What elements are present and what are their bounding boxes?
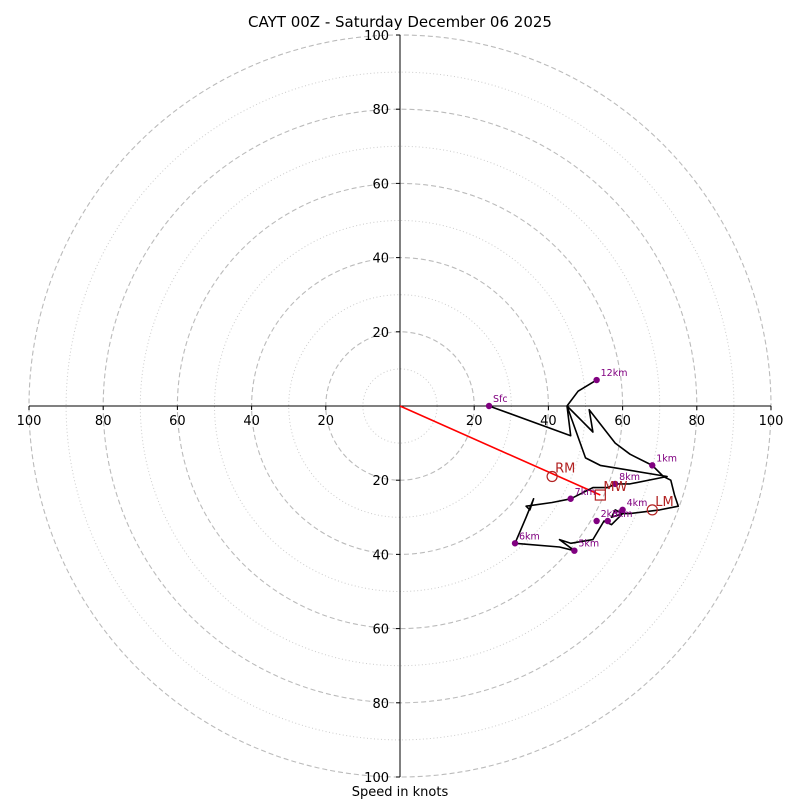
storm-motion-lm — [646, 504, 658, 516]
height-marker-label: 4km — [627, 498, 648, 509]
height-marker-label: 1km — [656, 453, 677, 464]
y-tick-label: 80 — [372, 697, 389, 712]
chart-title: CAYT 00Z - Saturday December 06 2025 — [248, 13, 552, 31]
y-tick-label: 80 — [372, 103, 389, 118]
storm-motion-mw — [594, 489, 606, 501]
y-tick-label: 100 — [364, 771, 389, 786]
storm-motion-label: MW — [603, 480, 627, 495]
height-marker-7km — [567, 495, 574, 502]
x-tick-label: 100 — [17, 414, 42, 429]
x-tick-label: 60 — [614, 414, 631, 429]
storm-motions: RM LM MW — [546, 461, 674, 516]
x-tick-label: 60 — [169, 414, 186, 429]
height-marker-8km — [611, 480, 619, 488]
y-tick-label: 20 — [372, 326, 389, 341]
x-tick-label: 20 — [318, 414, 335, 429]
x-tick-label: 80 — [689, 414, 706, 429]
axis-ticks: 100 80 60 40 20 20 40 60 80 100100806040202040608… — [17, 29, 784, 786]
height-marker-1km — [649, 462, 656, 469]
height-marker-label: 5km — [578, 539, 599, 550]
y-tick-label: 40 — [372, 252, 389, 267]
storm-motion-rm — [546, 470, 558, 483]
height-marker-3km — [604, 517, 611, 525]
height-marker-sfc — [485, 402, 493, 410]
height-marker-2km — [593, 517, 600, 525]
height-marker-label: 3km — [612, 509, 633, 520]
height-marker-label: 2km — [601, 509, 622, 520]
height-marker-4km — [619, 506, 626, 514]
y-tick-label: 100 — [364, 29, 389, 44]
x-tick-label: 40 — [243, 414, 260, 429]
storm-motion-label: RM — [555, 461, 575, 476]
height-marker-5km — [571, 547, 578, 554]
height-marker-label: Sfc — [493, 394, 508, 405]
shear-vector-layer — [399, 405, 601, 496]
x-tick-label: 20 — [466, 414, 483, 429]
y-tick-label: 40 — [372, 548, 389, 563]
x-tick-label: 80 — [95, 414, 112, 429]
x-tick-label: 100 — [759, 414, 784, 429]
height-marker-12km — [593, 376, 600, 384]
y-tick-label: 60 — [372, 177, 389, 192]
y-tick-label: 20 — [372, 474, 389, 489]
storm-motion-label: LM — [655, 495, 673, 510]
height-marker-label: 6km — [519, 531, 540, 542]
height-marker-6km — [511, 540, 519, 547]
height-marker-label: 12km — [601, 368, 628, 379]
y-tick-label: 60 — [372, 623, 389, 638]
height-marker-label: 8km — [619, 472, 640, 483]
x-axis-label: Speed in knots — [352, 785, 449, 800]
shear-vector — [399, 405, 601, 496]
height-marker-label: 7km — [575, 487, 596, 498]
